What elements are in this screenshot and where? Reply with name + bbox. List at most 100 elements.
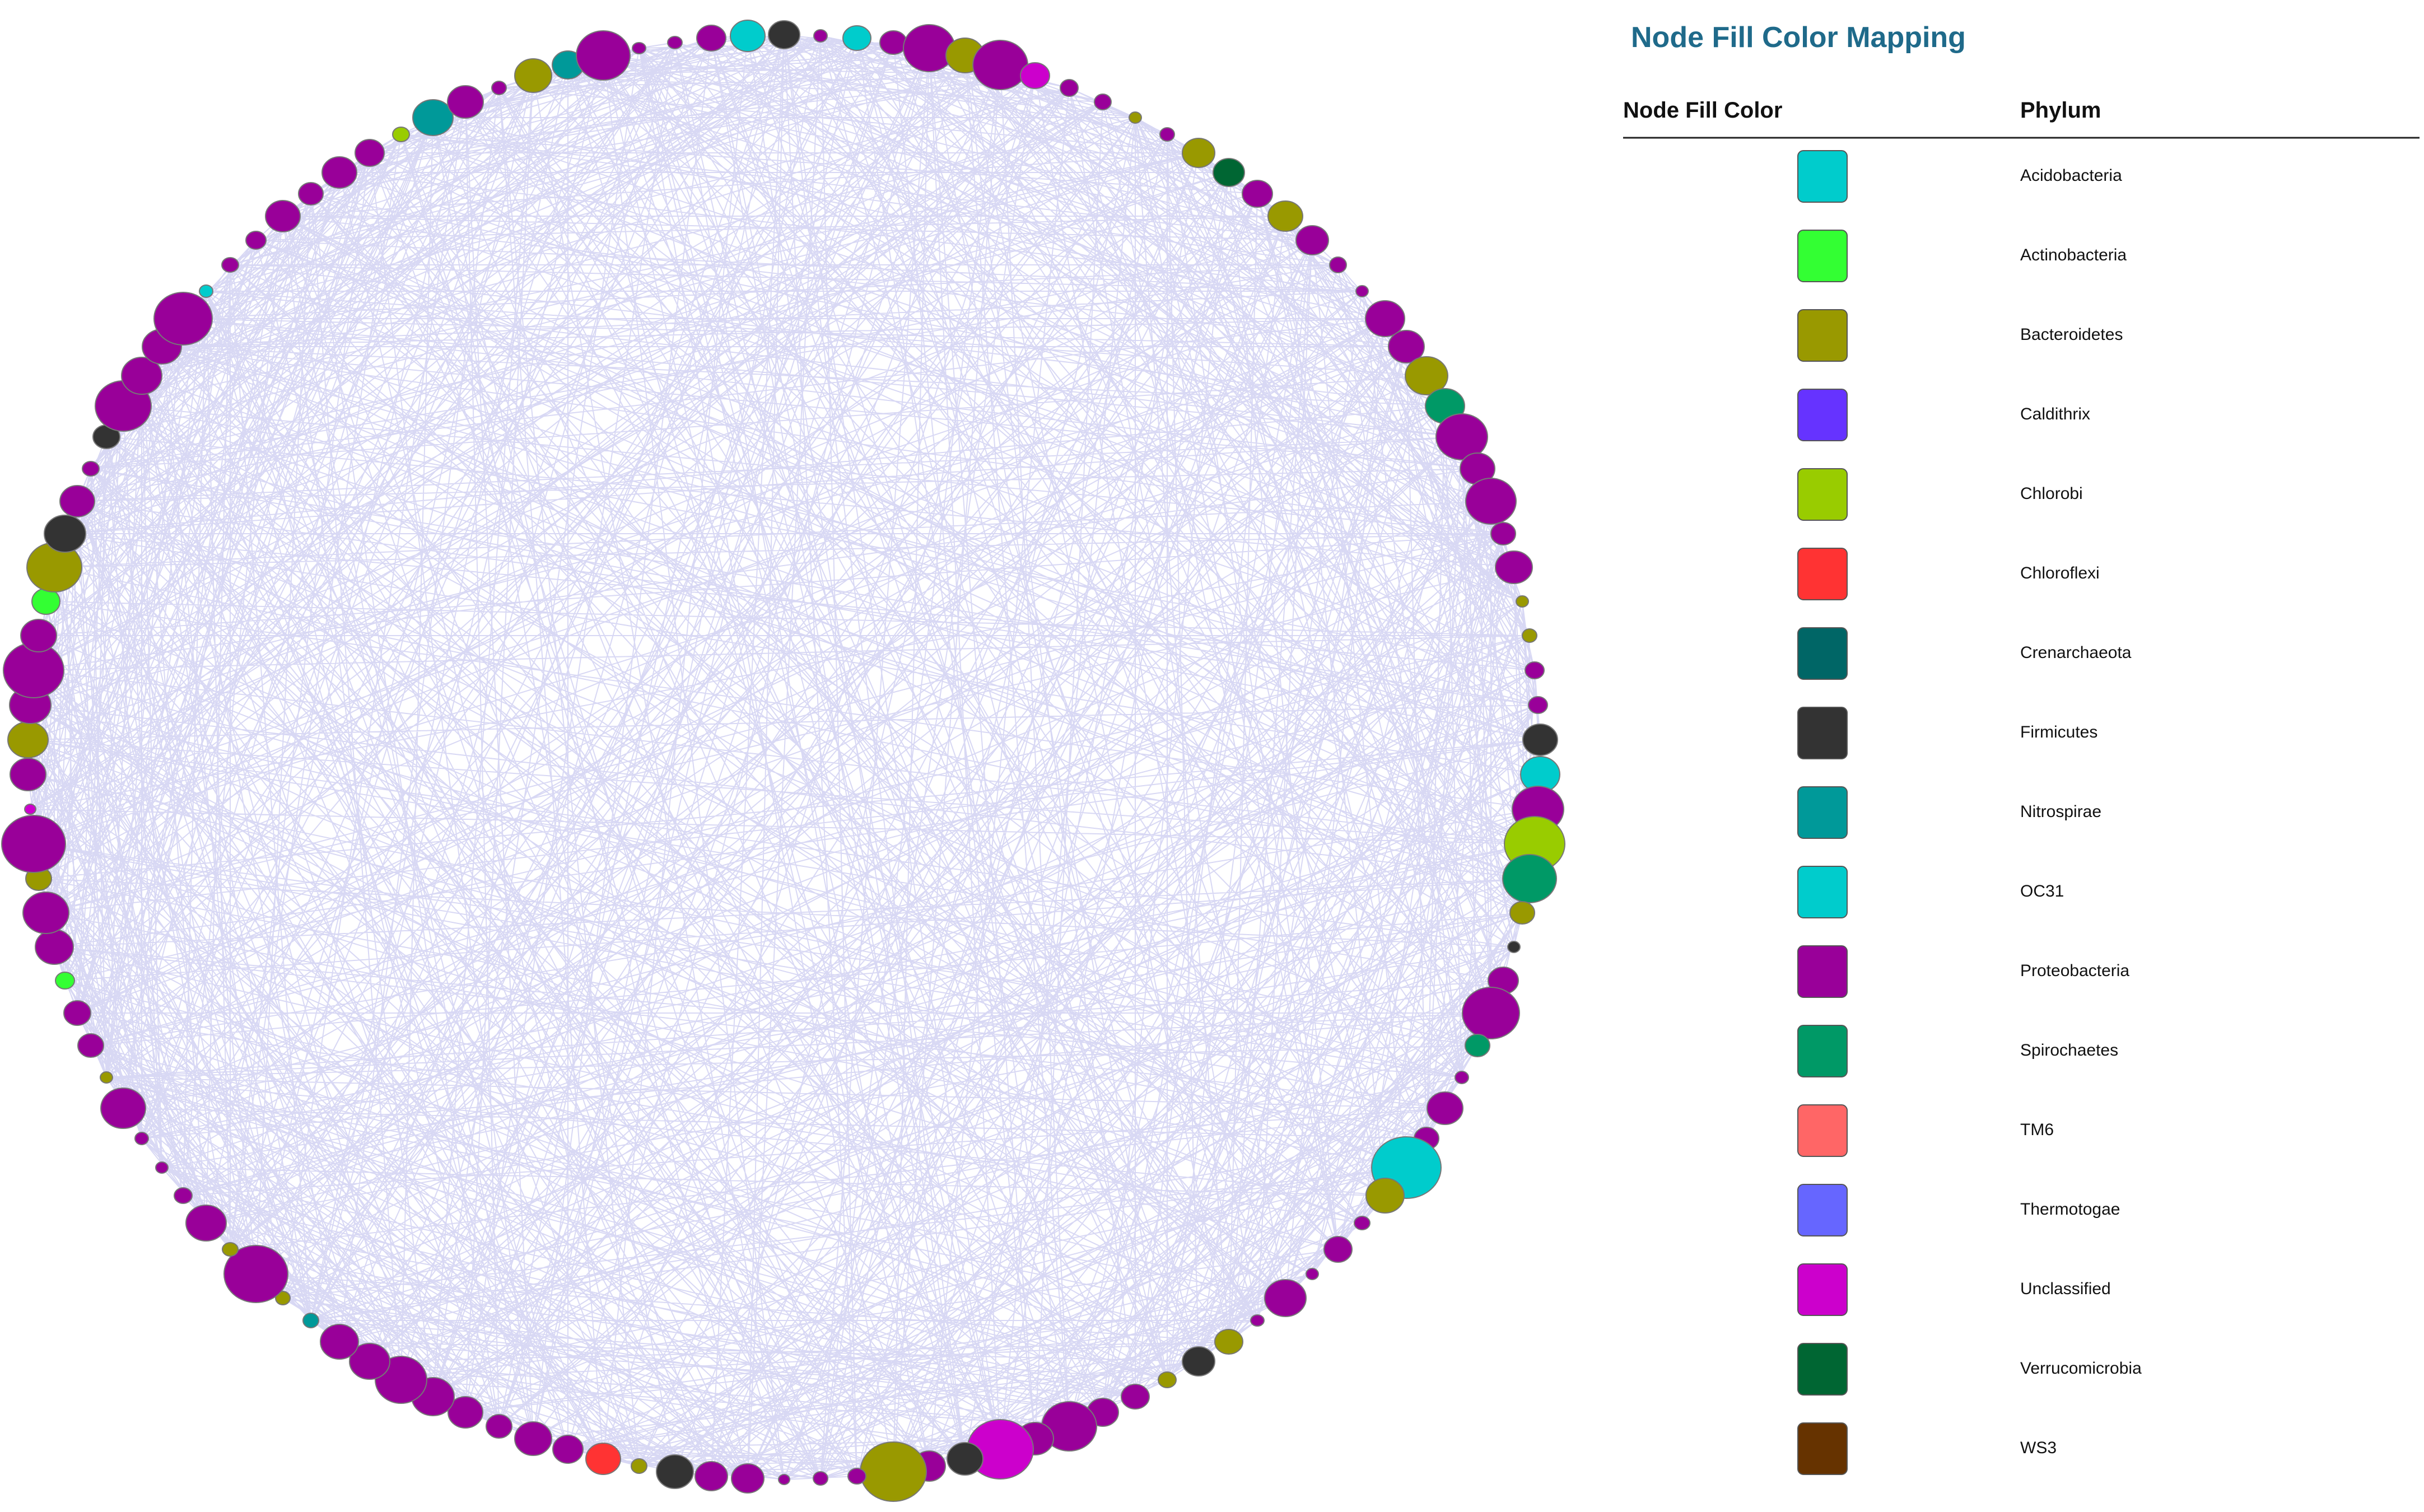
node: [1182, 1346, 1215, 1376]
node: [1525, 661, 1545, 679]
node: [447, 1396, 483, 1429]
node: [1267, 200, 1303, 232]
node: [77, 1033, 104, 1058]
node: [632, 42, 646, 54]
color-swatch: [1797, 309, 1848, 362]
node: [491, 81, 507, 95]
node: [100, 1071, 113, 1084]
node: [1182, 138, 1215, 168]
phylum-label: Acidobacteria: [2020, 166, 2122, 185]
node: [631, 1458, 647, 1474]
node: [847, 1468, 866, 1485]
node: [185, 1205, 227, 1242]
color-swatch: [1797, 389, 1848, 441]
phylum-label: Bacteroidetes: [2020, 325, 2123, 344]
node: [1495, 550, 1533, 584]
node: [155, 1161, 169, 1174]
node: [44, 515, 86, 553]
node: [1329, 256, 1347, 273]
phylum-label: Chloroflexi: [2020, 564, 2100, 582]
node: [265, 200, 301, 232]
node: [1435, 413, 1488, 460]
node: [1465, 1034, 1490, 1057]
color-swatch: [1797, 1025, 1848, 1077]
node: [24, 804, 36, 815]
node: [813, 1471, 828, 1486]
node: [1129, 111, 1142, 124]
color-swatch: [1797, 786, 1848, 839]
node: [245, 231, 267, 250]
node: [1214, 1329, 1243, 1355]
node: [1158, 1371, 1177, 1388]
node: [320, 1324, 359, 1360]
node: [694, 1461, 728, 1491]
legend-header: Node Fill Color: [1623, 98, 1782, 123]
node: [1365, 1178, 1405, 1214]
legend: Node Fill Color Mapping Node Fill Color …: [1623, 21, 2420, 1475]
node: [1354, 1216, 1371, 1230]
node: [1250, 1314, 1265, 1327]
node: [55, 972, 75, 990]
node: [22, 892, 69, 934]
node: [1323, 1236, 1353, 1263]
node: [302, 1313, 319, 1328]
node: [947, 1442, 983, 1476]
node: [412, 99, 454, 136]
node: [153, 292, 213, 346]
node: [730, 20, 766, 52]
phylum-label: Crenarchaeota: [2020, 643, 2132, 662]
node: [174, 1187, 193, 1204]
node: [1427, 1091, 1463, 1125]
phylum-label: Spirochaetes: [2020, 1041, 2118, 1060]
color-swatch: [1797, 1422, 1848, 1475]
legend-title: Node Fill Color Mapping: [1631, 21, 1966, 54]
node: [1242, 180, 1273, 208]
node: [1516, 595, 1529, 608]
node: [1159, 127, 1175, 142]
node: [392, 127, 410, 142]
phylum-label: Actinobacteria: [2020, 246, 2127, 264]
node: [1306, 1268, 1319, 1280]
node: [1060, 79, 1079, 97]
node: [1388, 330, 1425, 363]
phylum-label: Nitrospirae: [2020, 802, 2101, 821]
node: [813, 29, 828, 43]
node: [1490, 522, 1516, 545]
node: [860, 1441, 927, 1502]
phylum-label: Proteobacteria: [2020, 962, 2129, 980]
node: [134, 1132, 149, 1145]
phylum-label: TM6: [2020, 1121, 2054, 1139]
node: [82, 461, 100, 477]
node: [355, 139, 385, 167]
node: [486, 1414, 512, 1439]
node: [514, 58, 552, 93]
node: [1213, 158, 1245, 187]
color-swatch: [1797, 1104, 1848, 1157]
node: [1365, 300, 1405, 337]
node: [667, 36, 683, 49]
color-swatch: [1797, 1343, 1848, 1396]
phylum-label: Firmicutes: [2020, 723, 2097, 741]
network: [1, 20, 1565, 1502]
node: [1, 815, 66, 873]
node: [1455, 1071, 1469, 1084]
node: [552, 1435, 584, 1464]
node: [321, 156, 357, 189]
color-swatch: [1797, 1263, 1848, 1316]
node: [1355, 285, 1369, 297]
color-swatch: [1797, 150, 1848, 203]
node: [1528, 696, 1548, 714]
node: [1502, 854, 1557, 903]
color-swatch: [1797, 230, 1848, 282]
phylum-label: WS3: [2020, 1439, 2057, 1457]
legend-header: Phylum: [2020, 98, 2101, 123]
color-swatch: [1797, 468, 1848, 521]
color-swatch: [1797, 1184, 1848, 1236]
node: [447, 85, 484, 119]
node: [778, 1474, 790, 1485]
node: [222, 1242, 239, 1257]
node: [121, 357, 162, 395]
node: [1020, 62, 1050, 89]
node: [585, 1443, 621, 1475]
